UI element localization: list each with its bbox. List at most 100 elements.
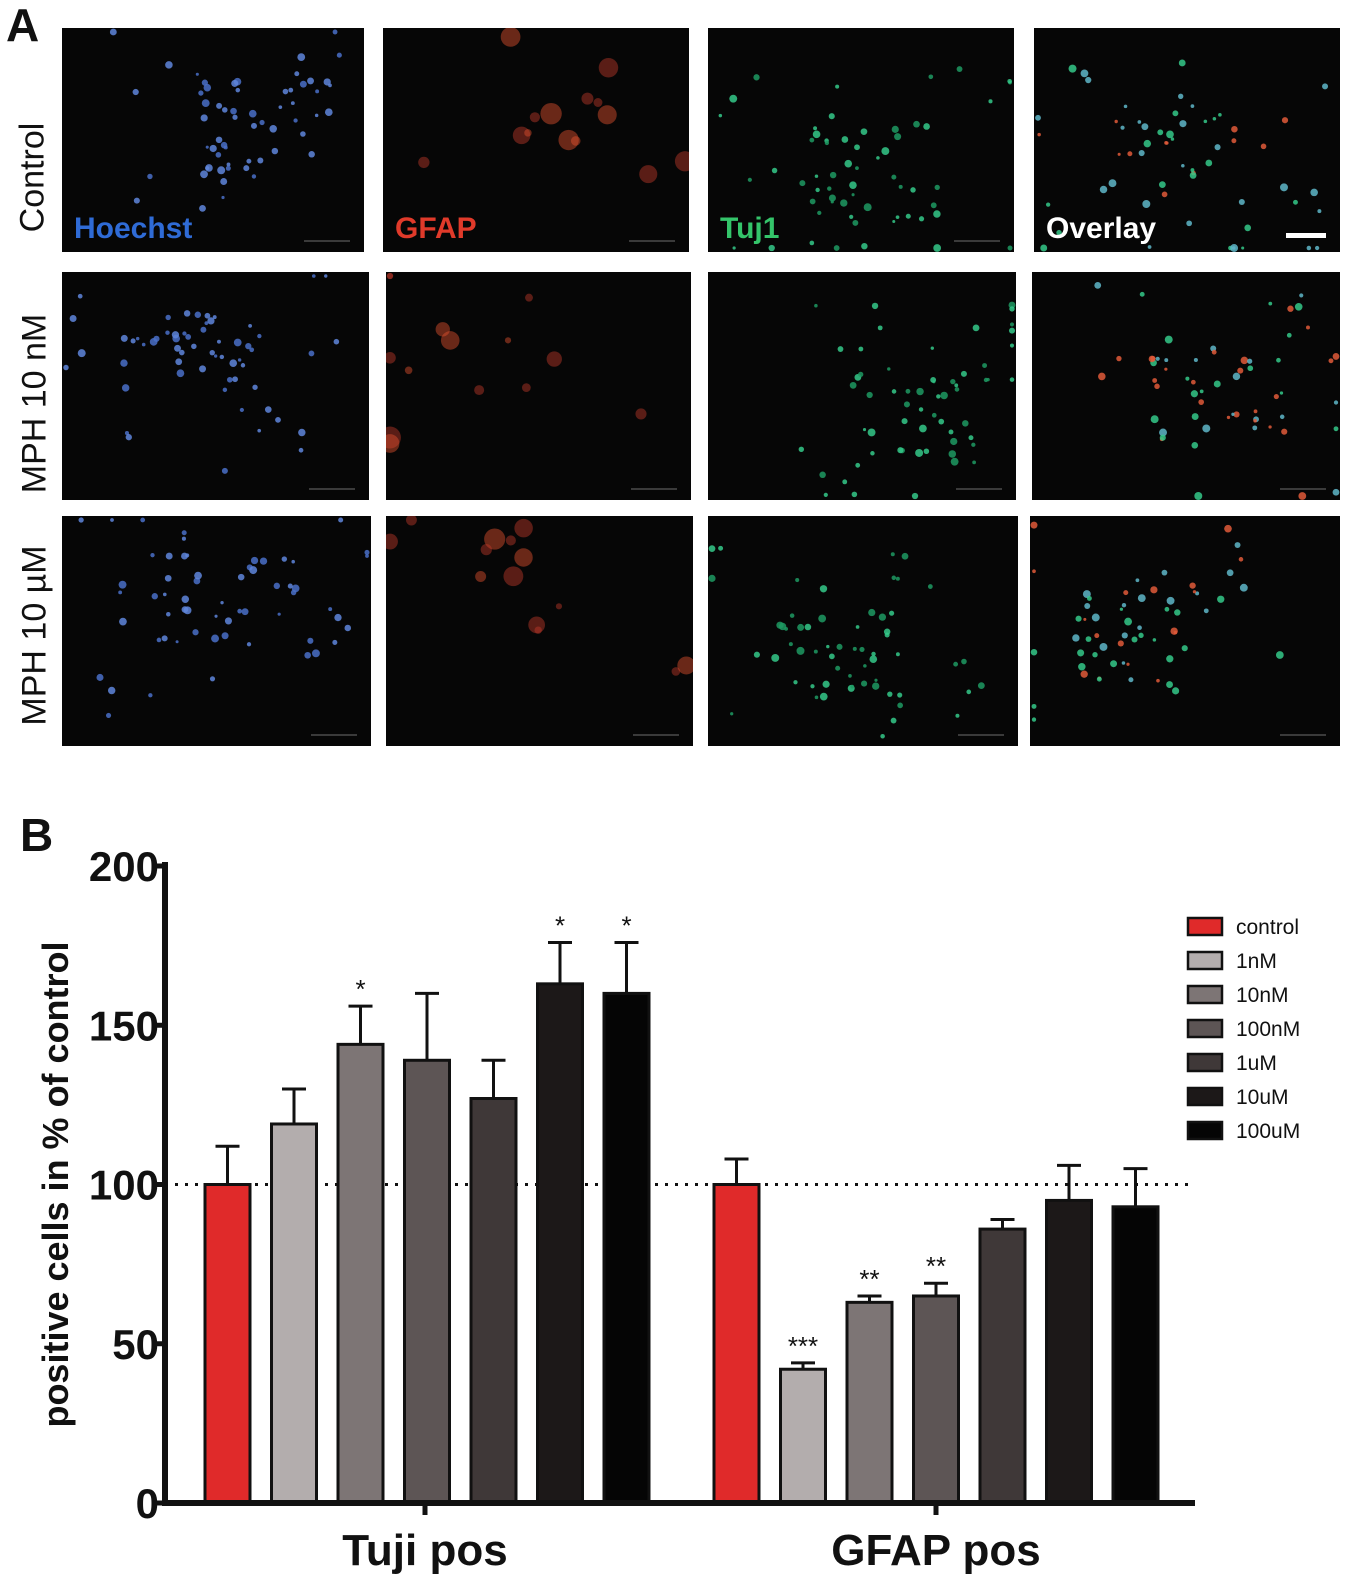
bar-10uM-tuji xyxy=(536,982,584,1505)
cell-dot xyxy=(960,370,967,377)
y-tick-label: 50 xyxy=(112,1321,159,1368)
cell-dot xyxy=(1268,301,1273,306)
cell-dot xyxy=(201,99,210,108)
cell-dot xyxy=(895,215,900,220)
cell-dot xyxy=(1075,615,1082,622)
cell-dot xyxy=(1315,245,1320,251)
cell-dot xyxy=(1275,651,1284,659)
micrograph-control-hoechst: Hoechst xyxy=(62,28,364,252)
cell-dot xyxy=(968,435,974,441)
cell-dot xyxy=(250,122,257,129)
cell-dot xyxy=(217,166,226,175)
scale-bar xyxy=(309,488,355,490)
cell-dot xyxy=(849,214,854,219)
row-label-mph-10um: MPH 10 µM xyxy=(15,545,54,726)
bar-10uM-gfap xyxy=(1045,1198,1093,1505)
cell-dot xyxy=(708,545,716,552)
row-label-mph-10nm: MPH 10 nM xyxy=(15,313,54,494)
cell-dot xyxy=(1161,191,1168,198)
cell-dot xyxy=(868,608,876,617)
cell-dot xyxy=(1232,372,1241,381)
cell-dot xyxy=(1190,390,1199,398)
cell-dot xyxy=(850,684,855,689)
cell-dot xyxy=(181,595,190,603)
cell-dot xyxy=(1234,542,1241,548)
cell-dot xyxy=(874,678,878,682)
cell-dot xyxy=(931,412,937,418)
cell-dot xyxy=(107,686,116,695)
cell-dot xyxy=(1212,117,1217,121)
cell-dot xyxy=(133,197,140,204)
cell-dot xyxy=(732,246,736,250)
cell-dot xyxy=(905,213,911,219)
cell-dot xyxy=(209,349,215,356)
cell-dot xyxy=(181,530,187,536)
cell-dot xyxy=(1328,358,1334,364)
cell-dot xyxy=(988,99,993,104)
cell-dot xyxy=(897,702,903,709)
cell-dot xyxy=(570,136,581,146)
cell-dot xyxy=(248,109,257,118)
cell-dot xyxy=(162,592,167,597)
cell-dot xyxy=(891,174,897,180)
cell-dot xyxy=(110,518,114,522)
cell-dot xyxy=(890,717,897,724)
y-tick-label: 200 xyxy=(89,843,159,890)
cell-dot xyxy=(69,315,77,322)
cell-dot xyxy=(252,384,258,390)
cell-dot xyxy=(1031,703,1037,709)
scale-bar xyxy=(958,734,1004,736)
cell-dot xyxy=(304,651,311,659)
significance-label: * xyxy=(621,910,631,940)
cell-dot xyxy=(1202,424,1211,433)
cell-dot xyxy=(1121,602,1127,608)
cell-dot xyxy=(840,199,848,207)
cell-dot xyxy=(1253,418,1257,423)
cell-dot xyxy=(966,689,972,695)
cell-dot xyxy=(1213,380,1221,388)
cell-dot xyxy=(598,57,619,78)
cell-dot xyxy=(1091,613,1100,622)
cell-dot xyxy=(404,366,413,375)
cell-dot xyxy=(887,691,893,697)
cell-dot xyxy=(298,428,306,437)
cell-dot xyxy=(1096,676,1102,682)
cell-dot xyxy=(1143,139,1152,148)
cell-dot xyxy=(923,448,930,455)
scale-bar xyxy=(956,488,1002,490)
cell-dot xyxy=(871,651,876,657)
cell-dot xyxy=(953,661,959,667)
cell-dot xyxy=(950,457,959,466)
row-label-control: Control xyxy=(13,122,52,233)
cell-dot xyxy=(1226,415,1231,420)
cell-dot xyxy=(524,129,532,137)
cell-dot xyxy=(1084,603,1091,610)
cell-dot xyxy=(919,424,927,433)
cell-dot xyxy=(870,451,875,456)
cell-dot xyxy=(298,447,304,453)
cell-dot xyxy=(954,387,960,392)
cell-dot xyxy=(222,387,228,393)
cell-dot xyxy=(156,637,162,643)
cell-dot xyxy=(201,79,208,86)
cell-dot xyxy=(1152,638,1157,642)
cell-dot xyxy=(810,684,815,689)
cell-dot xyxy=(503,566,524,587)
bar-10nM-gfap xyxy=(845,1300,894,1505)
cell-dot xyxy=(828,113,835,120)
cell-dot xyxy=(1166,130,1174,139)
cell-dot xyxy=(1077,649,1085,657)
cell-dot xyxy=(297,53,306,62)
y-tick-label: 0 xyxy=(136,1480,159,1527)
scale-bar xyxy=(631,488,677,490)
cell-dot xyxy=(1037,132,1041,137)
cell-dot xyxy=(795,577,800,583)
cell-dot xyxy=(860,128,868,136)
cell-dot xyxy=(226,376,233,383)
cell-dot xyxy=(753,74,760,81)
cell-dot xyxy=(225,165,231,171)
cell-dot xyxy=(1174,609,1181,616)
cell-dot xyxy=(1142,200,1151,208)
cell-dot xyxy=(120,334,128,342)
cell-dot xyxy=(1192,590,1197,594)
